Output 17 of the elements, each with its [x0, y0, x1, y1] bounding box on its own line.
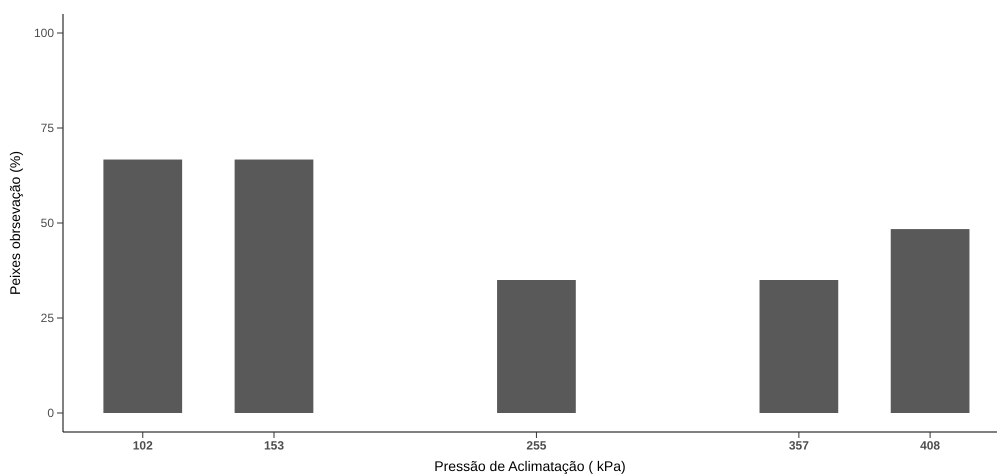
- y-tick-label: 100: [34, 26, 54, 40]
- bar: [890, 229, 970, 413]
- bar: [760, 280, 838, 413]
- x-tick-label: 255: [526, 438, 547, 453]
- x-tick-label: 102: [132, 438, 154, 453]
- x-tick-label: 408: [920, 438, 940, 453]
- bar: [234, 160, 314, 413]
- y-tick-label: 75: [40, 120, 54, 135]
- x-tick-label: 153: [264, 438, 284, 453]
- bar: [103, 160, 182, 413]
- y-tick-label: 50: [40, 216, 54, 230]
- x-axis-title: Pressão de Aclimatação ( kPa): [434, 458, 626, 474]
- y-tick-label: 0: [47, 406, 54, 420]
- y-tick-label: 25: [40, 310, 54, 325]
- bar: [497, 280, 576, 413]
- x-tick-label: 357: [788, 438, 810, 453]
- y-axis-title: Peixes obrsevação (%): [7, 151, 23, 295]
